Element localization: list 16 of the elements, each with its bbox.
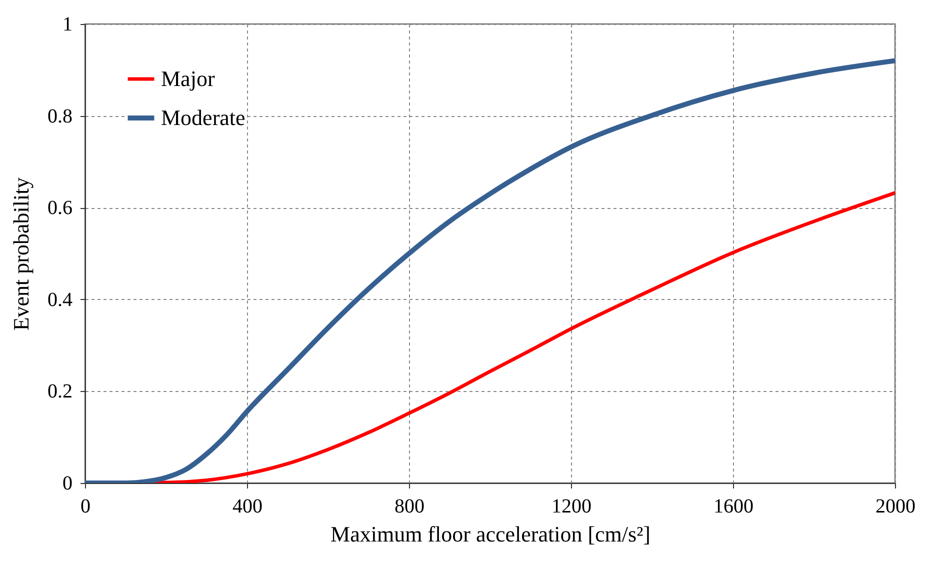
y-tick-label: 0.6 xyxy=(48,197,72,220)
legend-label: Moderate xyxy=(161,105,246,130)
y-tick-label: 0.4 xyxy=(48,288,72,311)
y-tick-label: 1 xyxy=(62,14,72,36)
x-tick-label: 0 xyxy=(80,496,90,518)
x-tick-label: 400 xyxy=(232,496,262,518)
x-tick-label: 2000 xyxy=(876,496,916,518)
x-axis-title: Maximum floor acceleration [cm/s²] xyxy=(330,522,650,546)
y-tick-label: 0 xyxy=(62,472,72,494)
y-axis-title: Event probability xyxy=(8,177,34,331)
legend-label: Major xyxy=(161,66,216,91)
x-tick-label: 1200 xyxy=(552,496,592,518)
x-tick-label: 800 xyxy=(394,496,424,518)
y-tick-label: 0.8 xyxy=(48,105,72,128)
y-tick-label: 0.2 xyxy=(48,380,72,403)
x-tick-label: 1600 xyxy=(714,496,754,518)
